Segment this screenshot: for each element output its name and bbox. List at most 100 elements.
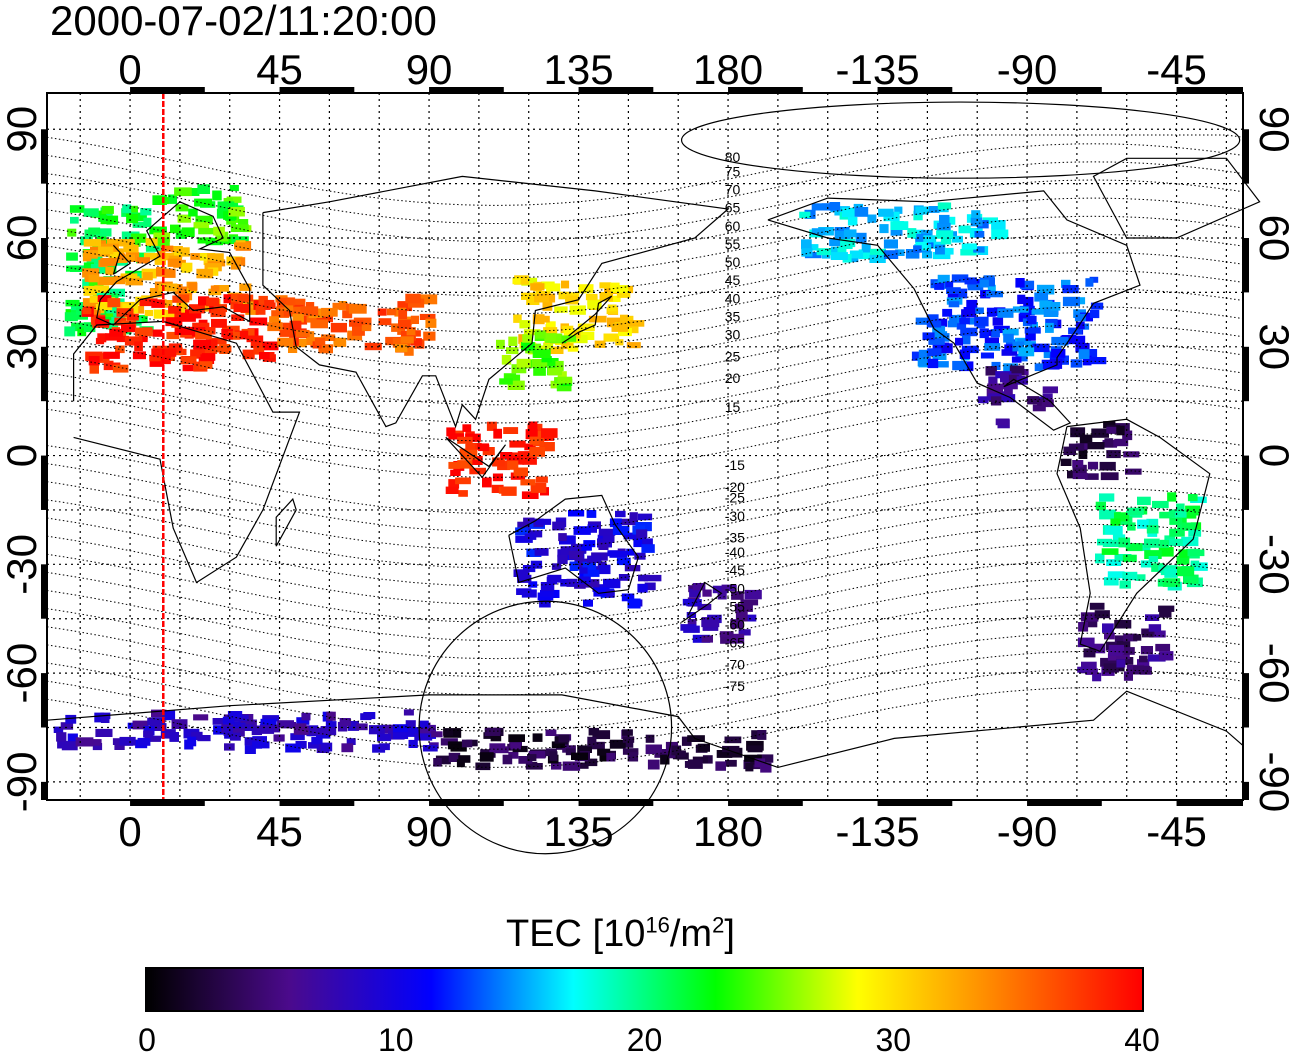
tec-cell bbox=[628, 320, 645, 327]
tec-cell bbox=[1004, 385, 1013, 395]
right-lat-label: -60 bbox=[1251, 643, 1292, 704]
tec-cell bbox=[588, 315, 607, 323]
tec-cell bbox=[1141, 629, 1154, 638]
tec-cell bbox=[1177, 566, 1195, 577]
tec-cell bbox=[448, 433, 465, 440]
border-tick bbox=[877, 87, 953, 93]
tec-cell bbox=[958, 225, 971, 234]
border-tick bbox=[1027, 800, 1102, 806]
tec-cell bbox=[423, 331, 436, 341]
tec-cell bbox=[160, 197, 169, 205]
tec-cell bbox=[1135, 574, 1146, 581]
contour-label: 75 bbox=[725, 163, 741, 179]
tec-cell bbox=[326, 711, 336, 721]
tec-cell bbox=[715, 761, 726, 771]
tec-cell bbox=[621, 518, 636, 526]
tec-cell bbox=[1125, 543, 1143, 552]
border-tick bbox=[728, 87, 803, 93]
tec-cell bbox=[554, 306, 568, 313]
tec-cell bbox=[523, 329, 541, 336]
tec-cell bbox=[1051, 336, 1069, 346]
tec-cell bbox=[567, 345, 579, 352]
tec-cell bbox=[1144, 550, 1162, 559]
tec-cell bbox=[175, 229, 187, 239]
tec-cell bbox=[977, 220, 989, 229]
tec-cell bbox=[1106, 426, 1121, 434]
tec-cell bbox=[587, 555, 602, 563]
tec-cell bbox=[1089, 309, 1100, 319]
tec-cell bbox=[260, 718, 277, 725]
tec-cell bbox=[406, 329, 416, 336]
tec-cell bbox=[69, 205, 85, 213]
tec-cell bbox=[638, 513, 653, 521]
tec-cell bbox=[1187, 549, 1205, 557]
tec-cell bbox=[549, 589, 560, 598]
mag-lat-contour bbox=[46, 270, 1244, 351]
border-tick bbox=[41, 455, 47, 510]
tec-cell bbox=[500, 452, 513, 459]
mag-lat-contour bbox=[46, 233, 1244, 315]
tec-cell bbox=[171, 246, 183, 253]
tec-cell bbox=[326, 721, 337, 728]
tec-cell bbox=[88, 227, 101, 235]
tec-cell bbox=[83, 285, 97, 296]
tec-cell bbox=[558, 734, 570, 743]
tec-cell bbox=[985, 366, 997, 376]
tec-cell bbox=[308, 742, 320, 749]
tec-cell bbox=[516, 588, 532, 595]
tec-cell bbox=[484, 727, 501, 736]
tec-cell bbox=[637, 583, 648, 593]
tec-cell bbox=[82, 279, 92, 289]
tec-cell bbox=[980, 352, 994, 359]
tec-cell bbox=[250, 341, 260, 348]
tec-cell bbox=[1024, 341, 1036, 348]
tec-cell bbox=[435, 755, 451, 765]
tec-cell bbox=[67, 733, 78, 742]
tec-cell bbox=[332, 302, 348, 310]
tec-cell bbox=[120, 273, 138, 283]
border-tick bbox=[279, 800, 355, 806]
tec-cell bbox=[190, 253, 200, 260]
tec-cell bbox=[611, 322, 629, 332]
tec-cell bbox=[834, 231, 851, 239]
tec-cell bbox=[1075, 321, 1085, 330]
tec-cell bbox=[372, 744, 386, 753]
tec-cell bbox=[97, 333, 107, 343]
tec-cell bbox=[612, 525, 630, 535]
tec-cell bbox=[507, 460, 519, 470]
colorbar-tick-label: 10 bbox=[377, 1022, 414, 1058]
tec-cell bbox=[607, 304, 617, 312]
tec-cell bbox=[927, 314, 939, 323]
tec-cell bbox=[1158, 546, 1174, 557]
right-lat-label: -90 bbox=[1251, 752, 1292, 813]
mag-lat-contour bbox=[46, 179, 1244, 261]
tec-cell bbox=[391, 323, 402, 332]
tec-cell bbox=[1133, 665, 1151, 675]
tec-cell bbox=[584, 758, 598, 767]
tec-cell bbox=[408, 739, 418, 748]
tec-cell bbox=[499, 378, 513, 385]
tec-cell bbox=[512, 277, 521, 285]
contour-label: -50 bbox=[725, 580, 745, 596]
tec-cell bbox=[446, 427, 456, 437]
tec-cell bbox=[918, 349, 931, 360]
tec-cell bbox=[176, 301, 188, 309]
tec-cell bbox=[959, 349, 971, 359]
tec-cell bbox=[156, 267, 166, 277]
tec-cell bbox=[154, 237, 170, 247]
tec-cell bbox=[226, 196, 242, 203]
tec-cell bbox=[1146, 518, 1159, 528]
tec-cell bbox=[210, 309, 226, 318]
border-tick bbox=[1243, 673, 1249, 728]
tec-cell bbox=[597, 534, 608, 542]
bottom-lon-label: 0 bbox=[118, 808, 141, 855]
tec-cell bbox=[869, 254, 886, 263]
tec-cell bbox=[926, 320, 942, 328]
coastline bbox=[46, 690, 1244, 769]
tec-cell bbox=[557, 376, 573, 384]
tec-cell bbox=[87, 305, 101, 315]
mag-lat-contour bbox=[46, 433, 1244, 515]
tec-cell bbox=[747, 745, 763, 753]
tec-cell bbox=[172, 252, 183, 259]
tec-cell bbox=[135, 327, 153, 337]
